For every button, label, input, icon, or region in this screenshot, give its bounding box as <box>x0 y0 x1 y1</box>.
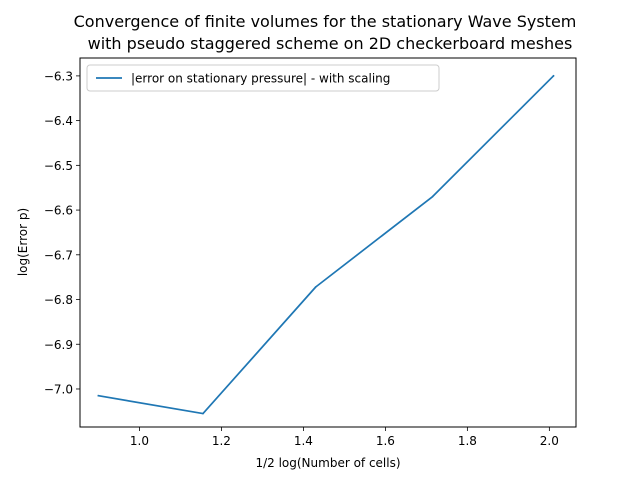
y-axis-ticks: −7.0 −6.9 −6.8 −6.7 −6.6 −6.5 −6.4 −6.3 <box>44 69 80 396</box>
x-tick-label: 2.0 <box>540 434 559 448</box>
y-tick-label: −6.9 <box>44 338 73 352</box>
chart-title-line-1: Convergence of finite volumes for the st… <box>74 12 577 31</box>
y-tick-label: −6.6 <box>44 204 73 218</box>
x-axis-label: 1/2 log(Number of cells) <box>255 456 400 470</box>
legend-label: |error on stationary pressure| - with sc… <box>131 72 390 86</box>
y-tick-label: −6.7 <box>44 248 73 262</box>
x-axis-ticks: 1.0 1.2 1.4 1.6 1.8 2.0 <box>130 427 559 448</box>
y-tick-label: −6.3 <box>44 69 73 83</box>
y-tick-label: −7.0 <box>44 382 73 396</box>
legend-box <box>86 64 440 92</box>
x-tick-label: 1.8 <box>458 434 477 448</box>
x-tick-label: 1.0 <box>130 434 149 448</box>
data-point <box>202 412 204 415</box>
x-tick-label: 1.2 <box>212 434 231 448</box>
data-point <box>431 195 434 198</box>
legend: |error on stationary pressure| - with sc… <box>86 64 440 92</box>
chart-title-line-2: with pseudo staggered scheme on 2D check… <box>88 34 573 53</box>
y-tick-label: −6.4 <box>44 114 73 128</box>
data-point <box>314 286 317 288</box>
data-point <box>552 75 555 77</box>
data-point <box>97 394 100 397</box>
x-tick-label: 1.4 <box>294 434 313 448</box>
x-tick-label: 1.6 <box>376 434 395 448</box>
y-axis-label: log(Error p) <box>16 208 30 276</box>
plot-frame <box>79 57 577 428</box>
y-tick-label: −6.8 <box>44 293 73 307</box>
series-lines <box>97 74 555 415</box>
y-tick-label: −6.5 <box>44 159 73 173</box>
